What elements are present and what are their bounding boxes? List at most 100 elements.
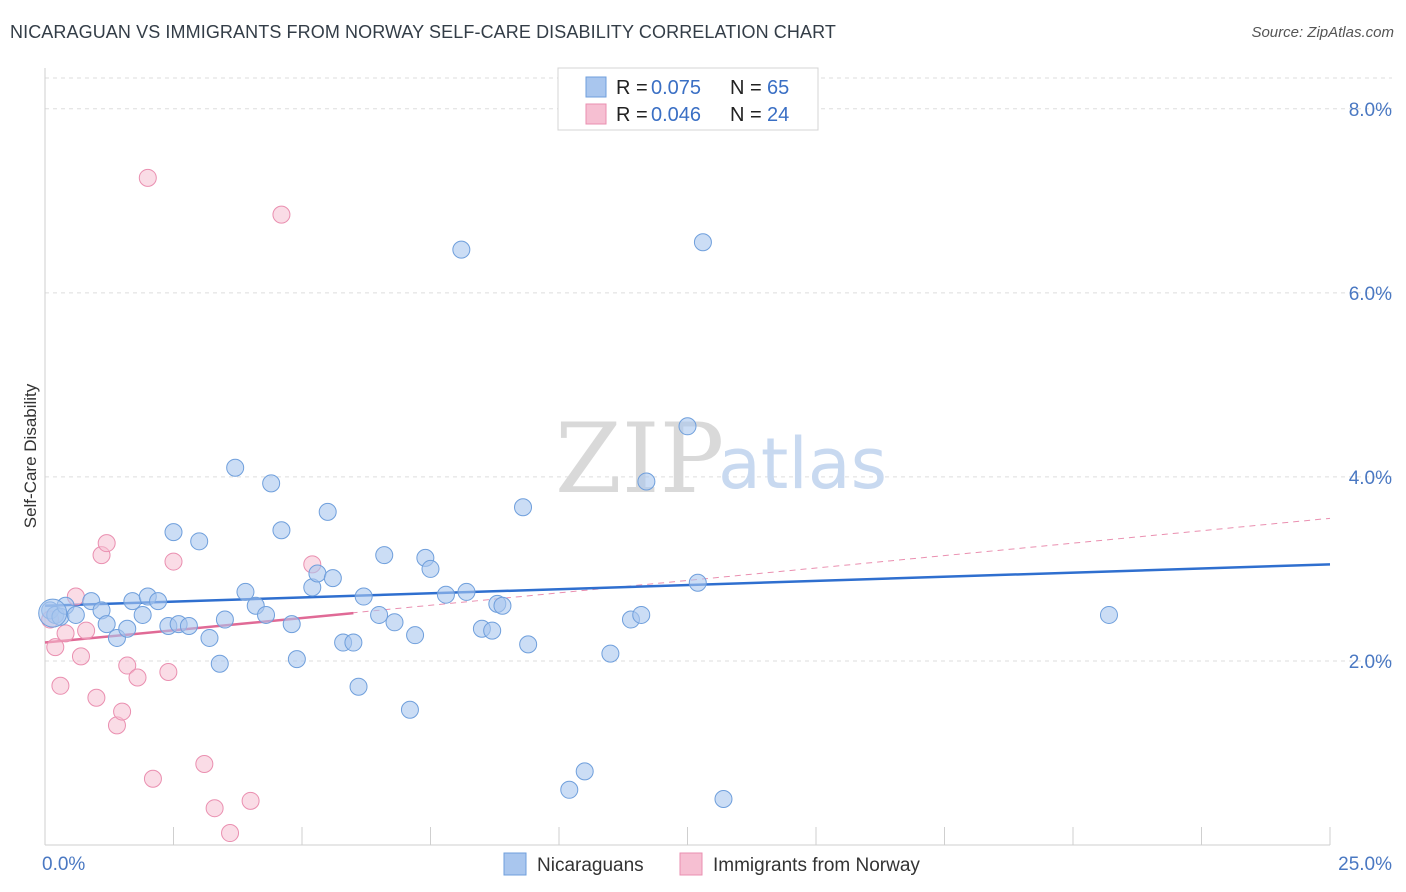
point-nicaraguans-27 xyxy=(272,521,291,540)
point-nicaraguans-61 xyxy=(688,573,707,592)
point-norway-3 xyxy=(56,624,75,643)
data-points xyxy=(38,168,1118,843)
trend-line-nicaraguans xyxy=(44,563,1331,607)
watermark-zip: ZIP xyxy=(555,403,724,515)
legend-n-value-0: 65 xyxy=(767,77,789,99)
chart-title: NICARAGUAN VS IMMIGRANTS FROM NORWAY SEL… xyxy=(10,22,836,42)
watermark-atlas: atlas xyxy=(718,423,887,505)
point-nicaraguans-46 xyxy=(457,582,476,601)
point-norway-12 xyxy=(118,656,137,675)
point-nicaraguans-19 xyxy=(200,628,219,647)
point-nicaraguans-20 xyxy=(210,654,229,673)
point-nicaraguans-52 xyxy=(514,498,533,517)
point-nicaraguans-23 xyxy=(236,582,255,601)
point-nicaraguans-60 xyxy=(678,417,697,436)
legend-n-label-0: N = xyxy=(730,77,762,99)
point-norway-20 xyxy=(221,824,240,843)
watermark: ZIP atlas xyxy=(555,403,887,515)
point-nicaraguans-54 xyxy=(560,780,579,799)
legend-r-label-0: R = xyxy=(616,77,648,99)
bottom-legend-swatch-nicaraguans xyxy=(503,852,527,876)
point-nicaraguans-39 xyxy=(375,546,394,565)
point-norway-19 xyxy=(205,799,224,818)
legend-swatch-nicaraguans xyxy=(585,76,607,98)
point-nicaraguans-41 xyxy=(400,700,419,719)
legend-n-label-1: N = xyxy=(730,104,762,126)
point-nicaraguans-cluster xyxy=(38,598,68,628)
point-nicaraguans-31 xyxy=(308,564,327,583)
point-norway-2 xyxy=(51,676,70,695)
point-nicaraguans-18 xyxy=(190,532,209,551)
point-nicaraguans-51 xyxy=(493,596,512,615)
series-legend: Nicaraguans Immigrants from Norway xyxy=(503,852,920,876)
point-nicaraguans-44 xyxy=(421,559,440,578)
point-norway-9 xyxy=(97,534,116,553)
point-nicaraguans-40 xyxy=(385,613,404,632)
point-nicaraguans-38 xyxy=(370,605,389,624)
source-label: Source: ZipAtlas.com xyxy=(1251,24,1394,41)
point-norway-18 xyxy=(195,755,214,774)
y-tick-labels: 2.0% 4.0% 6.0% 8.0% xyxy=(1349,100,1392,673)
axes xyxy=(44,68,1331,846)
point-nicaraguans-25 xyxy=(257,605,276,624)
point-nicaraguans-17 xyxy=(179,616,198,635)
point-norway-11 xyxy=(113,702,132,721)
y-tick-label-2: 6.0% xyxy=(1349,284,1392,305)
bottom-legend-nicaraguans: Nicaraguans xyxy=(537,855,644,876)
legend-n-value-1: 24 xyxy=(767,104,789,126)
point-norway-15 xyxy=(143,769,162,788)
point-nicaraguans-42 xyxy=(406,626,425,645)
legend-swatch-norway xyxy=(585,103,607,125)
point-norway-6 xyxy=(77,621,96,640)
bottom-legend-swatch-norway xyxy=(679,852,703,876)
point-norway-13 xyxy=(128,668,147,687)
point-nicaraguans-45 xyxy=(436,585,455,604)
point-nicaraguans-11 xyxy=(133,605,152,624)
point-norway-17 xyxy=(164,552,183,571)
point-nicaraguans-64 xyxy=(1099,605,1118,624)
point-nicaraguans-47 xyxy=(452,240,471,259)
x-tick-max: 25.0% xyxy=(1338,854,1392,875)
point-nicaraguans-58 xyxy=(632,605,651,624)
trend-line-norway xyxy=(44,611,354,644)
legend-r-value-0: 0.075 xyxy=(651,77,701,99)
point-nicaraguans-36 xyxy=(349,677,368,696)
point-nicaraguans-28 xyxy=(282,615,301,634)
point-norway-22 xyxy=(272,205,291,224)
point-norway-21 xyxy=(241,791,260,810)
point-nicaraguans-63 xyxy=(714,789,733,808)
point-nicaraguans-21 xyxy=(215,610,234,629)
y-tick-label-3: 8.0% xyxy=(1349,100,1392,121)
legend-r-label-1: R = xyxy=(616,104,648,126)
point-nicaraguans-55 xyxy=(575,762,594,781)
point-norway-14 xyxy=(138,168,157,187)
point-nicaraguans-59 xyxy=(637,472,656,491)
point-nicaraguans-15 xyxy=(164,523,183,542)
point-nicaraguans-26 xyxy=(262,474,281,493)
x-tick-min: 0.0% xyxy=(42,854,85,875)
point-nicaraguans-9 xyxy=(118,619,137,638)
point-nicaraguans-7 xyxy=(97,615,116,634)
point-norway-5 xyxy=(71,647,90,666)
point-nicaraguans-22 xyxy=(226,458,245,477)
trend-lines xyxy=(44,517,1331,644)
point-norway-1 xyxy=(46,638,65,657)
point-nicaraguans-33 xyxy=(323,569,342,588)
point-nicaraguans-37 xyxy=(354,587,373,606)
point-nicaraguans-35 xyxy=(344,633,363,652)
y-tick-label-1: 4.0% xyxy=(1349,468,1392,489)
point-nicaraguans-4 xyxy=(66,605,85,624)
point-nicaraguans-56 xyxy=(601,644,620,663)
point-nicaraguans-13 xyxy=(149,592,168,611)
y-axis-label: Self-Care Disability xyxy=(21,383,40,528)
point-nicaraguans-29 xyxy=(287,650,306,669)
point-nicaraguans-49 xyxy=(483,621,502,640)
correlation-legend: R = 0.075 N = 65 R = 0.046 N = 24 xyxy=(557,67,819,131)
point-nicaraguans-53 xyxy=(519,635,538,654)
bottom-legend-norway: Immigrants from Norway xyxy=(713,855,920,876)
legend-r-value-1: 0.046 xyxy=(651,104,701,126)
y-tick-label-0: 2.0% xyxy=(1349,652,1392,673)
point-nicaraguans-62 xyxy=(693,233,712,252)
grid-lines xyxy=(45,77,1392,662)
